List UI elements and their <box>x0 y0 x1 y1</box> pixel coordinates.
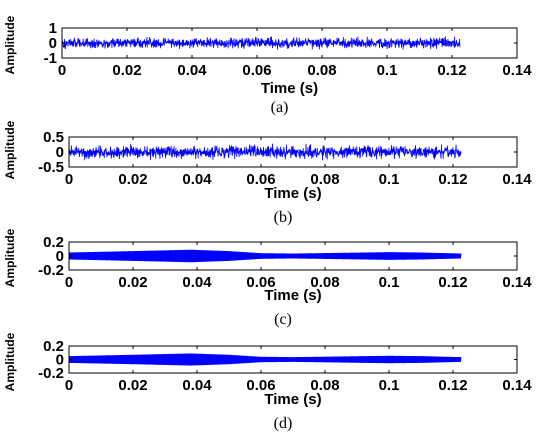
x-tick-label: 0.06 <box>242 62 271 79</box>
x-tick-label: 0.02 <box>118 377 147 394</box>
y-tick-label: -0.2 <box>38 365 64 382</box>
x-tick-label: 0.02 <box>118 171 147 188</box>
signal-trace <box>68 249 462 263</box>
y-tick-label: 0.2 <box>43 338 64 355</box>
y-tick-label: 1 <box>49 20 57 37</box>
x-tick-label: 0.1 <box>379 377 400 394</box>
x-axis-label: Time (s) <box>264 391 321 408</box>
y-tick-label: -0.5 <box>38 159 64 176</box>
x-tick-label: 0.12 <box>438 377 467 394</box>
x-tick-label: 0.14 <box>502 62 532 79</box>
x-tick-label: 0.12 <box>438 171 467 188</box>
signal-trace <box>68 143 462 161</box>
x-tick-label: 0.02 <box>112 62 141 79</box>
x-tick-label: 0 <box>65 171 73 188</box>
x-tick-label: 0.1 <box>377 62 398 79</box>
panel-caption: (c) <box>274 311 292 328</box>
y-tick-label: 0 <box>56 144 64 161</box>
panel-caption: (b) <box>274 209 293 226</box>
x-tick-label: 0.06 <box>246 171 275 188</box>
y-tick-label: 0 <box>56 352 64 369</box>
x-tick-label: 0.12 <box>438 274 467 291</box>
x-tick-label: 0.12 <box>437 62 466 79</box>
x-tick-label: 0.04 <box>177 62 207 79</box>
y-tick-label: -1 <box>44 50 57 67</box>
panel-c: 0 0.02 0.04 0.06 0.08 0.1 0.12 0.14-0.200.2Time… <box>3 228 532 328</box>
x-tick-label: 0 <box>65 377 73 394</box>
y-axis-label: Amplitude <box>3 15 17 74</box>
x-tick-label: 0 <box>58 62 66 79</box>
x-tick-label: 0.08 <box>310 171 339 188</box>
x-tick-label: 0.1 <box>379 274 400 291</box>
panel-d: 0 0.02 0.04 0.06 0.08 0.1 0.12 0.14-0.200.2Time… <box>3 332 532 432</box>
x-tick-label: 0.08 <box>310 274 339 291</box>
x-tick-label: 0.08 <box>310 377 339 394</box>
x-axis-label: Time (s) <box>264 185 321 202</box>
x-tick-label: 0.04 <box>182 274 212 291</box>
x-tick-label: 0.04 <box>182 377 212 394</box>
x-tick-label: 0.02 <box>118 274 147 291</box>
panel-caption: (d) <box>274 415 293 432</box>
signal-trace <box>68 353 462 366</box>
x-tick-label: 0.04 <box>182 171 212 188</box>
x-axis-label: Time (s) <box>261 80 318 97</box>
y-tick-label: -0.2 <box>38 262 64 279</box>
x-axis-label: Time (s) <box>264 287 321 304</box>
y-axis-label: Amplitude <box>3 228 17 287</box>
panel-b: 0 0.02 0.04 0.06 0.08 0.1 0.12 0.14-0.500.5Time… <box>3 120 532 226</box>
y-axis-label: Amplitude <box>3 332 17 391</box>
y-axis-label: Amplitude <box>3 120 17 179</box>
y-tick-label: 0 <box>56 248 64 265</box>
x-tick-label: 0.14 <box>502 171 532 188</box>
y-tick-label: 0 <box>49 35 57 52</box>
signal-trace <box>61 36 461 50</box>
x-tick-label: 0.1 <box>379 171 400 188</box>
panel-caption: (a) <box>271 99 289 116</box>
x-tick-label: 0 <box>65 274 73 291</box>
y-tick-label: 0.2 <box>43 234 64 251</box>
x-tick-label: 0.06 <box>246 274 275 291</box>
x-tick-label: 0.08 <box>307 62 336 79</box>
x-tick-label: 0.14 <box>502 274 532 291</box>
y-tick-label: 0.5 <box>43 129 64 146</box>
x-tick-label: 0.14 <box>502 377 532 394</box>
x-tick-label: 0.06 <box>246 377 275 394</box>
